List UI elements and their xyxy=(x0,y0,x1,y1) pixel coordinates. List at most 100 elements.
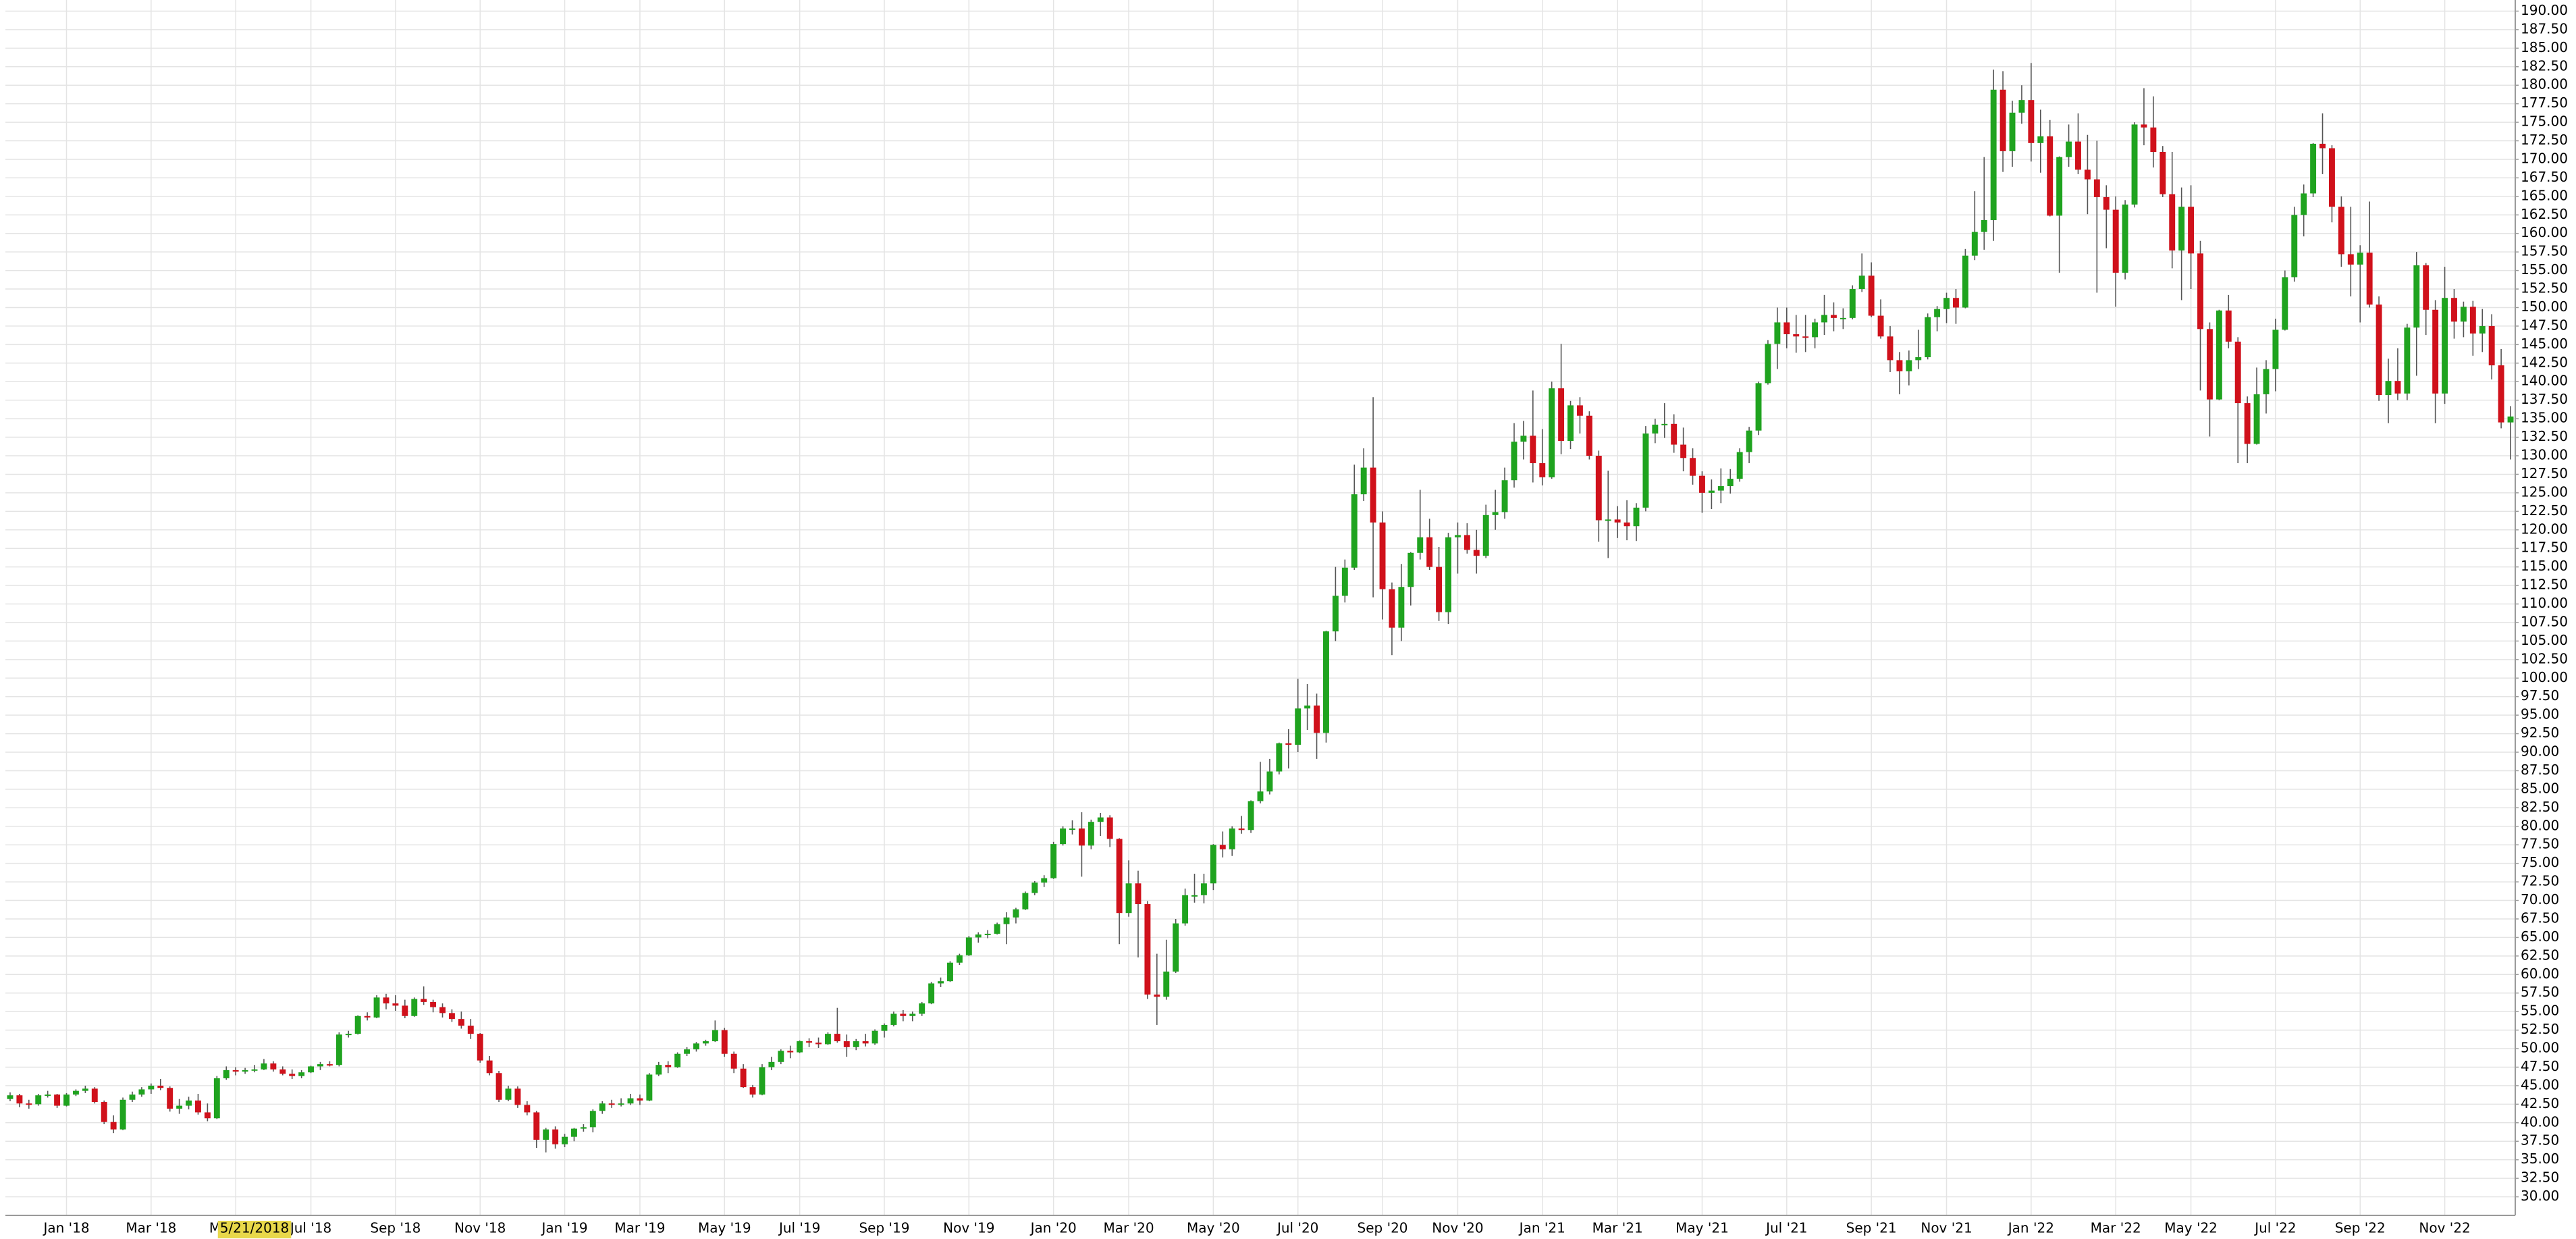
candle-body xyxy=(2357,253,2363,265)
candle-body xyxy=(1323,631,1329,733)
candle-body xyxy=(1520,436,1527,442)
candle-body xyxy=(2291,215,2298,278)
x-tick-label: Sep '18 xyxy=(370,1220,421,1236)
y-tick-label: 120.00 xyxy=(2521,521,2568,537)
y-tick-label: 52.50 xyxy=(2521,1021,2559,1037)
candle-body xyxy=(486,1060,493,1074)
x-tick-label: Nov '21 xyxy=(1921,1220,1972,1236)
axis-labels: 30.00 32.50 35.00 37.50 40.00 42.50 45.00 47.50… xyxy=(42,2,2568,1238)
candle-body xyxy=(467,1026,474,1034)
candle-body xyxy=(2413,265,2420,328)
candle-body xyxy=(1774,322,1781,344)
candle-body xyxy=(148,1085,155,1090)
y-tick-label: 180.00 xyxy=(2521,76,2568,93)
candle-body xyxy=(1341,567,1348,596)
candle-body xyxy=(289,1074,296,1076)
x-tick-label: Jul '18 xyxy=(289,1220,331,1236)
candle-body xyxy=(1407,552,1414,587)
candle-body xyxy=(204,1112,211,1119)
x-tick-label: Sep '21 xyxy=(1846,1220,1897,1236)
candle-body xyxy=(373,997,380,1018)
x-tick-label: Mar '21 xyxy=(1592,1220,1643,1236)
y-tick-label: 110.00 xyxy=(2521,595,2568,611)
candle-body xyxy=(1802,336,1809,338)
candle-body xyxy=(843,1041,850,1047)
candle-body xyxy=(1567,405,1574,442)
candle-body xyxy=(2122,204,2128,273)
x-tick-label: May '21 xyxy=(1675,1220,1729,1236)
candle-body xyxy=(1389,589,1395,628)
candle-body xyxy=(1736,452,1743,479)
y-tick-label: 97.50 xyxy=(2521,687,2559,704)
candle-body xyxy=(1332,596,1339,632)
y-tick-label: 80.00 xyxy=(2521,817,2559,833)
candle-body xyxy=(326,1064,333,1066)
x-tick-label: Jul '20 xyxy=(1276,1220,1318,1236)
candle-body xyxy=(1915,357,1922,361)
candle-body xyxy=(1877,315,1884,337)
candle-body xyxy=(1990,89,1997,220)
candle-body xyxy=(2206,329,2213,400)
y-tick-label: 92.50 xyxy=(2521,724,2559,741)
candle-body xyxy=(1511,442,1518,481)
candle-body xyxy=(965,937,972,955)
candle-body xyxy=(505,1088,512,1100)
candle-body xyxy=(157,1085,164,1088)
candle-body xyxy=(721,1030,728,1054)
candle-body xyxy=(787,1051,794,1053)
candle-body xyxy=(674,1053,681,1067)
candle-body xyxy=(2000,89,2006,151)
y-tick-label: 160.00 xyxy=(2521,224,2568,240)
x-tick-label: Jan '19 xyxy=(540,1220,587,1236)
candle-body xyxy=(655,1065,662,1075)
candle-body xyxy=(2103,196,2110,210)
y-tick-label: 95.00 xyxy=(2521,706,2559,722)
y-tick-label: 130.00 xyxy=(2521,447,2568,463)
y-tick-label: 150.00 xyxy=(2521,298,2568,315)
y-tick-label: 122.50 xyxy=(2521,502,2568,519)
candle-body xyxy=(608,1103,615,1105)
candle-body xyxy=(1060,828,1067,845)
candle-body xyxy=(223,1070,230,1078)
x-tick-label: Sep '22 xyxy=(2335,1220,2386,1236)
candle-body xyxy=(1464,535,1470,550)
candle-body xyxy=(1849,289,1856,318)
candle-body xyxy=(749,1087,756,1095)
candle-body xyxy=(1624,522,1630,527)
candle-body xyxy=(392,1003,399,1006)
candle-body xyxy=(2150,127,2157,152)
candle-body xyxy=(336,1034,342,1065)
candle-body xyxy=(2263,369,2270,394)
x-tick-label: Jul '21 xyxy=(1765,1220,1807,1236)
candle-body xyxy=(317,1064,323,1067)
candle-body xyxy=(1793,334,1800,337)
x-tick-label: Jul '22 xyxy=(2253,1220,2296,1236)
candle-body xyxy=(2479,325,2486,334)
candle-body xyxy=(402,1005,408,1016)
candle-body xyxy=(63,1095,70,1106)
candles xyxy=(7,63,2514,1153)
y-tick-label: 107.50 xyxy=(2521,613,2568,629)
candle-body xyxy=(533,1112,540,1140)
y-tick-label: 127.50 xyxy=(2521,465,2568,481)
candle-body xyxy=(1078,828,1085,846)
candle-body xyxy=(2469,307,2476,334)
y-tick-label: 177.50 xyxy=(2521,95,2568,111)
x-tick-label: Jul '19 xyxy=(778,1220,820,1236)
candle-body xyxy=(2319,143,2326,149)
candle-body xyxy=(684,1049,691,1054)
candle-body xyxy=(909,1013,916,1016)
candle-body xyxy=(2460,307,2467,322)
candle-body xyxy=(2093,179,2100,197)
candle-body xyxy=(1652,424,1659,434)
candle-body xyxy=(26,1103,32,1105)
x-tick-label: Jan '21 xyxy=(1518,1220,1565,1236)
candle-body xyxy=(1210,845,1216,884)
candle-body xyxy=(448,1013,455,1020)
candle-body xyxy=(1614,519,1621,523)
candle-body xyxy=(2216,310,2222,400)
candle-body xyxy=(1191,895,1198,897)
x-tick-label: Jan '22 xyxy=(2007,1220,2054,1236)
candle-body xyxy=(1971,232,1978,256)
